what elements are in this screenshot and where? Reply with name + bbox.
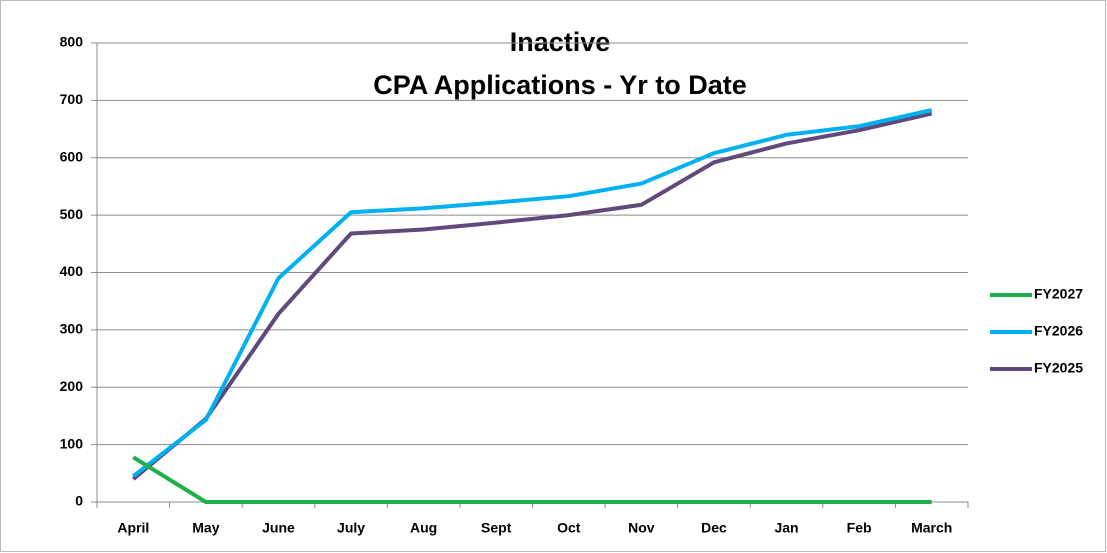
x-tick-label: April [117,520,149,536]
y-tick-label: 300 [60,321,84,337]
y-tick-label: 700 [60,91,84,107]
x-tick-label: Aug [410,520,437,536]
y-tick-label: 100 [60,435,84,451]
series-line [132,108,933,478]
x-tick-label: May [192,520,219,536]
chart-title: Inactive [510,27,611,57]
x-tick-label: Sept [481,520,512,536]
x-tick-label: Feb [847,520,872,536]
y-tick-label: 800 [60,34,84,50]
x-tick-label: March [911,520,952,536]
y-tick-label: 200 [60,378,84,394]
y-tick-label: 600 [60,148,84,164]
series-line [132,111,933,481]
x-tick-label: Dec [701,520,727,536]
y-tick-label: 400 [60,263,84,279]
x-tick-label: Oct [557,520,581,536]
legend-label: FY2025 [1034,360,1083,376]
series-line [132,455,932,504]
x-tick-label: Jan [774,520,798,536]
legend-label: FY2027 [1034,286,1083,302]
x-tick-label: June [262,520,295,536]
chart-subtitle: CPA Applications - Yr to Date [373,70,747,100]
x-tick-label: July [337,520,365,536]
legend-label: FY2026 [1034,323,1083,339]
y-tick-label: 0 [75,493,83,509]
y-tick-label: 500 [60,206,84,222]
x-tick-label: Nov [628,520,655,536]
